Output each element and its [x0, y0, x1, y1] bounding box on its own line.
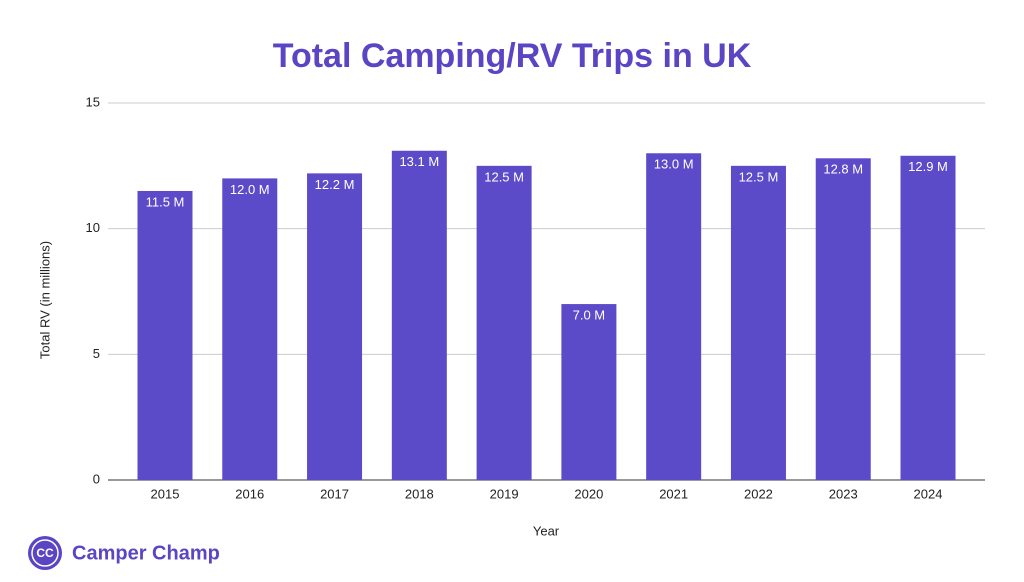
bar: [307, 173, 363, 480]
x-tick-label: 2018: [405, 486, 434, 501]
bar: [222, 178, 278, 480]
value-label: 11.5 M: [146, 194, 185, 209]
bar: [646, 153, 702, 480]
bar: [815, 158, 871, 480]
y-tick-label: 5: [93, 346, 100, 361]
value-label: 12.5 M: [484, 169, 524, 184]
x-tick-label: 2023: [829, 486, 858, 501]
y-axis-label: Total RV (in millions): [37, 241, 52, 359]
value-label: 12.8 M: [823, 162, 863, 177]
y-tick-label: 10: [86, 220, 100, 235]
x-tick-label: 2015: [151, 486, 180, 501]
chart-title: Total Camping/RV Trips in UK: [273, 37, 752, 75]
y-tick-label: 15: [86, 94, 100, 109]
value-label: 7.0 M: [573, 308, 606, 323]
x-tick-label: 2019: [490, 486, 519, 501]
x-tick-label: 2020: [574, 486, 603, 501]
value-label: 13.1 M: [399, 154, 439, 169]
brand: CC Camper Champ: [28, 536, 220, 570]
bar: [391, 150, 447, 480]
value-label: 13.0 M: [654, 157, 694, 172]
bar: [561, 304, 617, 480]
x-tick-label: 2022: [744, 486, 773, 501]
x-tick-label: 2016: [235, 486, 264, 501]
logo-ring: [31, 539, 59, 567]
value-label: 12.5 M: [739, 169, 779, 184]
value-label: 12.0 M: [230, 182, 270, 197]
logo-circle: [28, 536, 62, 570]
bar: [137, 190, 193, 480]
bar: [476, 165, 532, 481]
value-label: 12.2 M: [315, 177, 355, 192]
x-tick-label: 2017: [320, 486, 349, 501]
bar: [900, 155, 956, 480]
x-tick-label: 2024: [914, 486, 943, 501]
x-axis-label: Year: [533, 523, 560, 538]
x-tick-label: 2021: [659, 486, 688, 501]
value-label: 12.9 M: [908, 159, 948, 174]
y-tick-label: 0: [93, 471, 100, 486]
logo-text: CC: [36, 546, 54, 560]
bar: [730, 165, 786, 481]
brand-name: Camper Champ: [72, 542, 220, 564]
